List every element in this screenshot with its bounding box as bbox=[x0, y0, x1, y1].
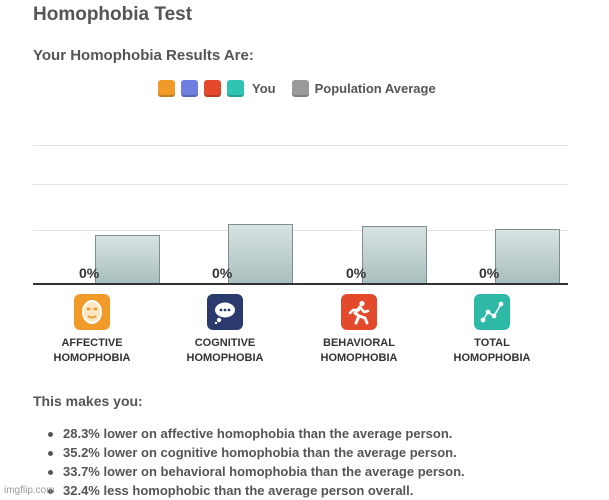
category-label-line: AFFECTIVE bbox=[61, 337, 123, 349]
list-item: 35.2% lower on cognitive homophobia than… bbox=[48, 443, 465, 462]
average-bar bbox=[228, 224, 293, 283]
legend-swatch-blue bbox=[181, 80, 198, 97]
category-label: AFFECTIVE HOMOPHOBIA bbox=[42, 336, 142, 366]
category-label: COGNITIVE HOMOPHOBIA bbox=[175, 336, 275, 366]
category-label-line: HOMOPHOBIA bbox=[320, 352, 398, 364]
legend-swatch-teal bbox=[227, 80, 244, 97]
legend-swatch-red bbox=[204, 80, 221, 97]
chart-baseline bbox=[33, 283, 568, 285]
gridline bbox=[33, 184, 568, 185]
list-item: 32.4% less homophobic than the average p… bbox=[48, 481, 465, 500]
list-item: 33.7% lower on behavioral homophobia tha… bbox=[48, 462, 465, 481]
average-bar bbox=[362, 226, 427, 283]
legend-label-you: You bbox=[252, 81, 276, 96]
legend-swatch-orange bbox=[158, 80, 175, 97]
chart-legend: You Population Average bbox=[158, 79, 436, 98]
thought-bubble-icon bbox=[207, 294, 243, 330]
category-label: BEHAVIORAL HOMOPHOBIA bbox=[309, 336, 409, 366]
your-score-label: 0% bbox=[346, 265, 367, 281]
page-title: Homophobia Test bbox=[33, 4, 193, 25]
average-bar bbox=[495, 229, 560, 283]
results-bar-chart: 0% AFFECTIVE HOMOPHOBIA 0% COGNITIVE HOMOPHOB… bbox=[33, 115, 568, 364]
summary-heading: This makes you: bbox=[33, 393, 143, 409]
your-score-label: 0% bbox=[479, 265, 500, 281]
gridline bbox=[33, 145, 568, 146]
your-score-label: 0% bbox=[212, 265, 233, 281]
category-label-line: TOTAL bbox=[474, 337, 510, 349]
your-score-label: 0% bbox=[79, 265, 100, 281]
category-label-line: HOMOPHOBIA bbox=[453, 352, 531, 364]
running-person-icon bbox=[341, 294, 377, 330]
line-graph-icon bbox=[474, 294, 510, 330]
summary-list: 28.3% lower on affective homophobia than… bbox=[48, 424, 465, 500]
category-label-line: HOMOPHOBIA bbox=[186, 352, 264, 364]
legend-swatch-average bbox=[291, 80, 309, 97]
average-bar bbox=[95, 235, 160, 283]
category-label-line: COGNITIVE bbox=[194, 337, 256, 349]
legend-label-average: Population Average bbox=[314, 81, 436, 96]
mask-icon bbox=[74, 294, 110, 330]
category-label-line: BEHAVIORAL bbox=[323, 337, 395, 349]
category-label: TOTAL HOMOPHOBIA bbox=[442, 336, 542, 366]
gridline bbox=[33, 230, 568, 231]
category-label-line: HOMOPHOBIA bbox=[53, 352, 131, 364]
results-heading: Your Homophobia Results Are: bbox=[33, 47, 254, 64]
list-item: 28.3% lower on affective homophobia than… bbox=[48, 424, 465, 443]
watermark: imgflip.com bbox=[4, 485, 55, 496]
